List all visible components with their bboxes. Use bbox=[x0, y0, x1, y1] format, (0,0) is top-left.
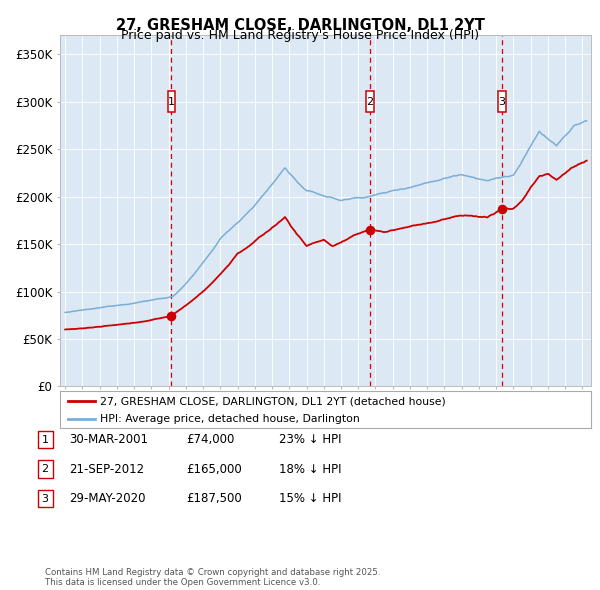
Point bbox=[167, 312, 176, 321]
Text: 3: 3 bbox=[499, 97, 505, 107]
Text: 1: 1 bbox=[168, 97, 175, 107]
Text: 21-SEP-2012: 21-SEP-2012 bbox=[69, 463, 144, 476]
Text: 2: 2 bbox=[41, 464, 49, 474]
Text: 27, GRESHAM CLOSE, DARLINGTON, DL1 2YT (detached house): 27, GRESHAM CLOSE, DARLINGTON, DL1 2YT (… bbox=[100, 396, 446, 407]
FancyBboxPatch shape bbox=[498, 91, 506, 112]
Text: £187,500: £187,500 bbox=[186, 492, 242, 505]
FancyBboxPatch shape bbox=[366, 91, 374, 112]
Text: 23% ↓ HPI: 23% ↓ HPI bbox=[279, 433, 341, 446]
Text: £74,000: £74,000 bbox=[186, 433, 235, 446]
Text: Price paid vs. HM Land Registry's House Price Index (HPI): Price paid vs. HM Land Registry's House … bbox=[121, 30, 479, 42]
Point bbox=[365, 225, 374, 235]
Text: HPI: Average price, detached house, Darlington: HPI: Average price, detached house, Darl… bbox=[100, 414, 359, 424]
FancyBboxPatch shape bbox=[167, 91, 175, 112]
Text: Contains HM Land Registry data © Crown copyright and database right 2025.
This d: Contains HM Land Registry data © Crown c… bbox=[45, 568, 380, 587]
Text: 1: 1 bbox=[41, 435, 49, 444]
Text: 15% ↓ HPI: 15% ↓ HPI bbox=[279, 492, 341, 505]
Text: 27, GRESHAM CLOSE, DARLINGTON, DL1 2YT: 27, GRESHAM CLOSE, DARLINGTON, DL1 2YT bbox=[116, 18, 484, 32]
Text: 30-MAR-2001: 30-MAR-2001 bbox=[69, 433, 148, 446]
Text: 29-MAY-2020: 29-MAY-2020 bbox=[69, 492, 146, 505]
Text: 3: 3 bbox=[41, 494, 49, 503]
Text: 18% ↓ HPI: 18% ↓ HPI bbox=[279, 463, 341, 476]
Text: £165,000: £165,000 bbox=[186, 463, 242, 476]
Text: 2: 2 bbox=[366, 97, 373, 107]
Point bbox=[497, 204, 507, 213]
